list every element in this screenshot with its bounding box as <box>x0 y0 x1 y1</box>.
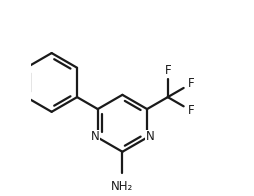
Text: F: F <box>187 77 194 90</box>
Text: NH₂: NH₂ <box>111 180 134 193</box>
Text: F: F <box>164 64 171 77</box>
Text: N: N <box>146 130 154 143</box>
Text: F: F <box>187 104 194 117</box>
Text: N: N <box>90 130 99 143</box>
